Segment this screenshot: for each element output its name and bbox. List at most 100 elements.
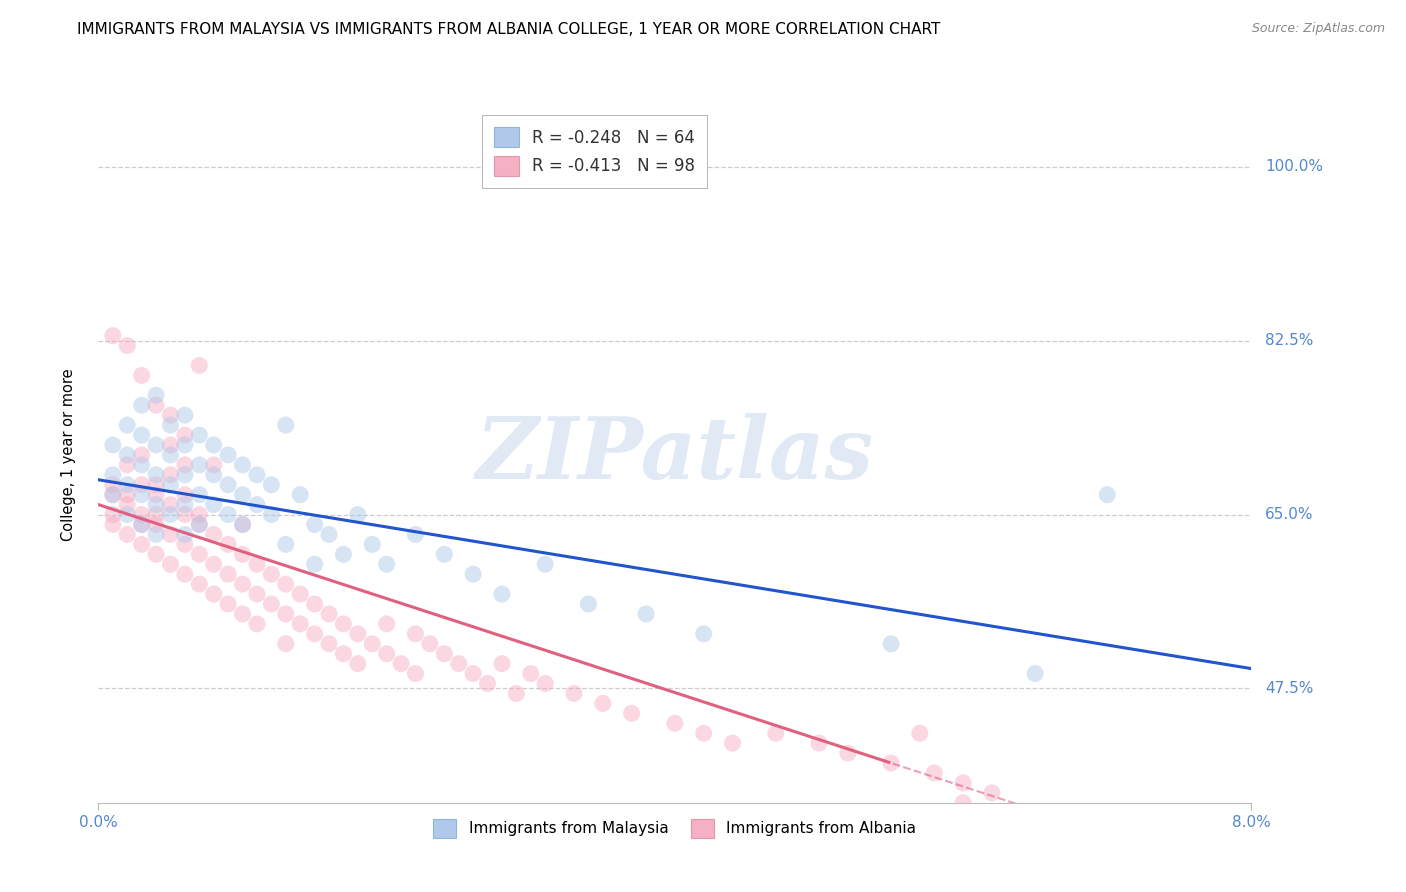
Point [477, 676, 499, 690]
Point [117, 498, 139, 512]
Point [246, 558, 269, 572]
Point [562, 686, 585, 700]
Point [159, 498, 181, 512]
Point [131, 448, 153, 462]
Point [461, 567, 484, 582]
Point [231, 607, 254, 621]
Point [188, 458, 211, 472]
Point [117, 477, 139, 491]
Point [101, 508, 124, 522]
Point [145, 467, 167, 482]
Point [981, 786, 1004, 800]
Point [101, 477, 124, 491]
Point [260, 508, 283, 522]
Text: ZIPatlas: ZIPatlas [475, 413, 875, 497]
Point [375, 616, 398, 631]
Point [274, 607, 297, 621]
Point [174, 537, 197, 551]
Point [131, 368, 153, 383]
Point [188, 359, 211, 373]
Point [202, 467, 225, 482]
Point [346, 627, 368, 641]
Point [620, 706, 643, 721]
Point [908, 726, 931, 740]
Point [332, 616, 354, 631]
Point [202, 558, 225, 572]
Point [534, 558, 557, 572]
Point [231, 517, 254, 532]
Point [592, 697, 614, 711]
Point [131, 488, 153, 502]
Point [231, 458, 254, 472]
Text: 100.0%: 100.0% [1265, 159, 1323, 174]
Point [117, 508, 139, 522]
Text: 65.0%: 65.0% [1265, 507, 1313, 522]
Point [145, 508, 167, 522]
Point [880, 756, 903, 770]
Point [101, 517, 124, 532]
Point [131, 428, 153, 442]
Point [290, 587, 312, 601]
Point [461, 666, 484, 681]
Point [246, 498, 269, 512]
Point [304, 517, 326, 532]
Point [290, 616, 312, 631]
Point [217, 448, 239, 462]
Point [274, 577, 297, 591]
Point [159, 477, 181, 491]
Point [433, 647, 456, 661]
Point [304, 558, 326, 572]
Point [664, 716, 686, 731]
Point [101, 467, 124, 482]
Point [217, 477, 239, 491]
Point [174, 527, 197, 541]
Point [880, 637, 903, 651]
Point [159, 508, 181, 522]
Point [202, 527, 225, 541]
Point [274, 637, 297, 651]
Point [318, 527, 340, 541]
Point [145, 527, 167, 541]
Point [188, 488, 211, 502]
Point [145, 438, 167, 452]
Point [145, 498, 167, 512]
Point [131, 517, 153, 532]
Point [145, 388, 167, 402]
Point [217, 567, 239, 582]
Point [117, 527, 139, 541]
Point [188, 508, 211, 522]
Point [346, 508, 368, 522]
Point [202, 498, 225, 512]
Point [837, 746, 859, 760]
Point [375, 647, 398, 661]
Point [1024, 666, 1046, 681]
Point [159, 408, 181, 422]
Point [117, 488, 139, 502]
Point [174, 458, 197, 472]
Point [101, 488, 124, 502]
Point [419, 637, 441, 651]
Text: IMMIGRANTS FROM MALAYSIA VS IMMIGRANTS FROM ALBANIA COLLEGE, 1 YEAR OR MORE CORR: IMMIGRANTS FROM MALAYSIA VS IMMIGRANTS F… [77, 22, 941, 37]
Point [188, 517, 211, 532]
Point [117, 418, 139, 433]
Point [405, 527, 427, 541]
Point [131, 537, 153, 551]
Point [361, 537, 384, 551]
Point [188, 428, 211, 442]
Point [188, 517, 211, 532]
Legend: Immigrants from Malaysia, Immigrants from Albania: Immigrants from Malaysia, Immigrants fro… [427, 813, 922, 844]
Point [389, 657, 412, 671]
Point [274, 418, 297, 433]
Point [346, 657, 368, 671]
Point [174, 428, 197, 442]
Text: 47.5%: 47.5% [1265, 681, 1313, 696]
Point [131, 458, 153, 472]
Point [188, 577, 211, 591]
Point [361, 637, 384, 651]
Point [405, 666, 427, 681]
Point [246, 587, 269, 601]
Point [491, 657, 513, 671]
Point [447, 657, 470, 671]
Point [808, 736, 831, 750]
Point [318, 607, 340, 621]
